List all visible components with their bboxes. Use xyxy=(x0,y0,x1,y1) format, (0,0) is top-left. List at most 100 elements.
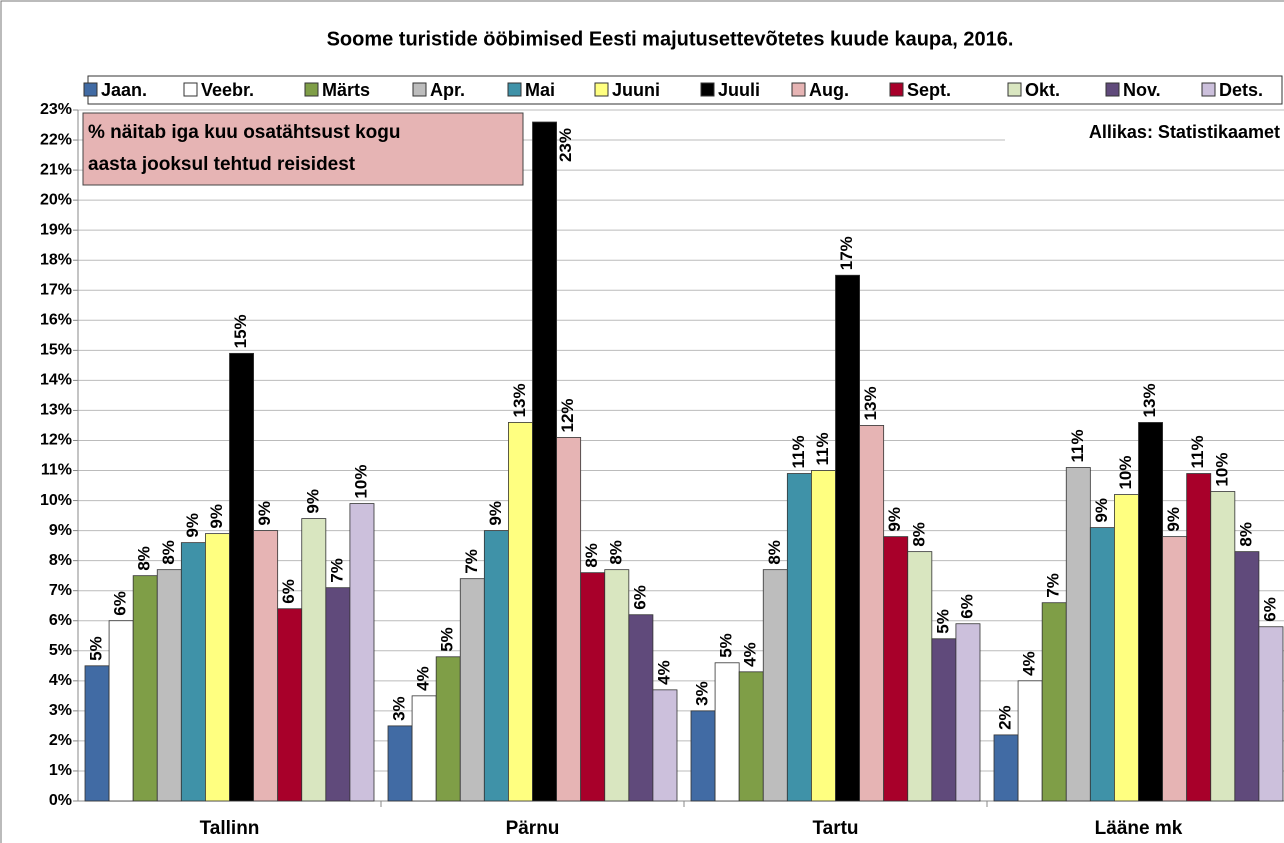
bar xyxy=(229,352,254,802)
legend-swatch xyxy=(889,82,904,97)
y-tick-label: 22% xyxy=(40,131,72,148)
legend-label: Aug. xyxy=(809,80,849,100)
value-label: 13% xyxy=(861,386,880,420)
legend-swatch xyxy=(1201,82,1216,97)
y-tick-label: 20% xyxy=(40,191,72,208)
x-tick-label: Tallinn xyxy=(200,818,260,839)
y-tick-label: 10% xyxy=(40,492,72,509)
bar xyxy=(1017,680,1043,802)
bar xyxy=(993,734,1019,802)
value-label: 5% xyxy=(933,609,952,634)
x-tick-label: Lääne mk xyxy=(1095,818,1183,839)
value-label: 2% xyxy=(996,705,1015,730)
bar xyxy=(1065,467,1091,802)
y-tick-label: 13% xyxy=(40,402,72,419)
bar xyxy=(762,569,788,802)
value-label: 11% xyxy=(789,435,808,468)
chart-title: Soome turistide ööbimised Eesti majutuse… xyxy=(327,28,1014,50)
bar xyxy=(459,578,485,802)
y-tick-label: 15% xyxy=(40,342,72,359)
legend-label: Jaan. xyxy=(101,80,147,100)
x-tick-label: Pärnu xyxy=(506,818,560,839)
legend-label: Märts xyxy=(322,80,370,100)
bar xyxy=(301,518,327,802)
value-label: 9% xyxy=(885,507,904,532)
y-tick-label: 1% xyxy=(49,762,72,779)
value-label: 6% xyxy=(957,594,976,619)
value-label: 7% xyxy=(462,549,481,574)
value-label: 9% xyxy=(303,489,322,514)
value-label: 23% xyxy=(556,128,575,162)
source-bg xyxy=(1005,118,1284,148)
value-label: 6% xyxy=(630,585,649,610)
value-label: 6% xyxy=(279,579,298,604)
bar xyxy=(108,620,134,802)
legend-label: Apr. xyxy=(430,80,465,100)
bar xyxy=(859,425,885,802)
bar xyxy=(1114,494,1139,802)
bar xyxy=(883,536,909,802)
legend-label: Sept. xyxy=(907,80,951,100)
value-label: 13% xyxy=(510,383,529,417)
bar xyxy=(931,638,957,802)
y-tick-label: 6% xyxy=(49,612,72,629)
value-label: 10% xyxy=(1212,453,1231,487)
value-label: 9% xyxy=(1092,498,1111,523)
value-label: 8% xyxy=(1236,522,1255,547)
bar xyxy=(955,623,981,802)
value-label: 8% xyxy=(909,522,928,547)
value-label: 17% xyxy=(837,236,856,270)
bar xyxy=(84,665,110,802)
legend-label: Veebr. xyxy=(201,80,254,100)
value-label: 4% xyxy=(414,666,433,691)
value-label: 9% xyxy=(183,513,202,538)
legend-swatch xyxy=(594,82,609,97)
legend-label: Juuli xyxy=(718,80,760,100)
value-label: 12% xyxy=(558,398,577,432)
x-tick-label: Tartu xyxy=(812,818,858,839)
value-label: 6% xyxy=(1260,597,1279,622)
bar xyxy=(435,656,461,802)
bar xyxy=(325,587,351,802)
legend-swatch xyxy=(83,82,98,97)
legend-swatch xyxy=(304,82,319,97)
bar xyxy=(132,575,158,802)
value-label: 8% xyxy=(159,540,178,565)
y-tick-label: 14% xyxy=(40,372,72,389)
bar xyxy=(786,473,812,802)
legend-swatch xyxy=(507,82,522,97)
value-label: 4% xyxy=(741,642,760,667)
y-tick-label: 17% xyxy=(40,281,72,298)
bar xyxy=(349,503,375,802)
bar xyxy=(1089,527,1115,802)
value-label: 13% xyxy=(1140,383,1159,417)
bar xyxy=(580,572,606,802)
bar xyxy=(1138,422,1163,802)
y-tick-label: 8% xyxy=(49,552,72,569)
legend-label: Dets. xyxy=(1219,80,1263,100)
value-label: 11% xyxy=(813,432,832,465)
value-label: 4% xyxy=(1020,651,1039,676)
y-tick-label: 7% xyxy=(49,582,72,599)
y-tick-label: 12% xyxy=(40,432,72,449)
legend-label: Okt. xyxy=(1025,80,1060,100)
value-label: 9% xyxy=(486,501,505,526)
value-label: 8% xyxy=(765,540,784,565)
legend-swatch xyxy=(183,82,198,97)
y-tick-label: 3% xyxy=(49,702,72,719)
value-label: 5% xyxy=(717,633,736,658)
source: Allikas: Statistikaamet xyxy=(1089,122,1280,142)
y-tick-label: 2% xyxy=(49,732,72,749)
bar xyxy=(156,569,182,802)
note-text: % näitab iga kuu osatähtsust kogu xyxy=(88,122,401,143)
bar xyxy=(907,551,933,802)
bar xyxy=(508,422,533,802)
y-tick-label: 0% xyxy=(49,792,72,809)
legend-swatch xyxy=(412,82,427,97)
legend-swatch xyxy=(791,82,806,97)
bar xyxy=(1162,536,1188,802)
bar xyxy=(483,530,509,802)
bar xyxy=(738,671,764,802)
y-tick-label: 4% xyxy=(49,672,72,689)
